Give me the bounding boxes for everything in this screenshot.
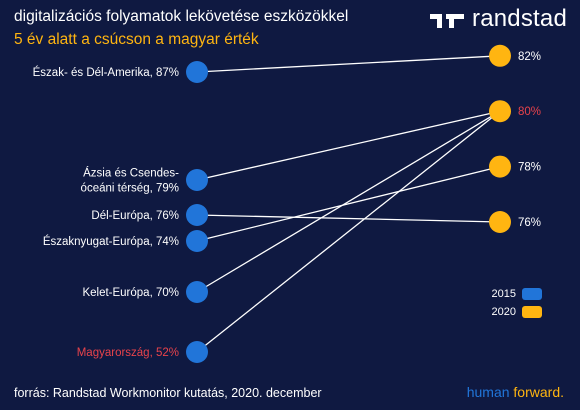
marker-2020-del-europa	[489, 211, 511, 233]
slope-line-eszaknyugat-europa	[196, 165, 501, 242]
legend-item-2020: 2020	[492, 306, 542, 318]
slope-line-eszak-es-del-amerika	[196, 55, 501, 73]
slope-line-magyarorszag	[196, 110, 501, 353]
chart-subtitle: 5 év alatt a csúcson a magyar érték	[14, 31, 259, 48]
legend-swatch-2015	[522, 288, 542, 300]
slope-line-azsia-es-csendes-oceani-terseg	[196, 110, 501, 181]
source-note: forrás: Randstad Workmonitor kutatás, 20…	[14, 386, 322, 400]
category-label-eszak-es-del-amerika: Észak- és Dél-Amerika, 87%	[33, 66, 179, 79]
marker-2015-eszak-es-del-amerika	[186, 61, 208, 83]
randstad-logo-icon	[430, 14, 464, 28]
tagline-part1: human	[466, 384, 510, 400]
marker-2015-magyarorszag	[186, 341, 208, 363]
marker-2015-eszaknyugat-europa	[186, 230, 208, 252]
marker-2020-eszaknyugat-europa	[489, 155, 511, 178]
category-label-eszaknyugat-europa: Északnyugat-Európa, 74%	[43, 235, 179, 248]
category-label-kelet-europa: Kelet-Európa, 70%	[82, 287, 179, 299]
legend-label-2020: 2020	[491, 306, 516, 318]
legend-label-2015: 2015	[491, 288, 516, 300]
brand-tagline: human forward.	[467, 384, 564, 400]
randstad-logo: randstad	[428, 5, 578, 34]
tagline-part2: forward.	[513, 384, 564, 400]
legend-item-2015: 2015	[492, 288, 542, 300]
value-label-2020-eszaknyugat-europa: 78%	[518, 162, 541, 174]
chart-title: digitalizációs folyamatok lekövetése esz…	[14, 8, 349, 25]
legend-swatch-2020	[522, 306, 542, 318]
marker-2015-del-europa	[186, 204, 208, 226]
marker-2020-eszak-es-del-amerika	[489, 44, 511, 67]
category-label-azsia-es-csendes-oceani-terseg-line2: óceáni térség, 79%	[81, 183, 179, 195]
marker-2015-kelet-europa	[186, 281, 208, 303]
category-label-azsia-es-csendes-oceani-terseg-line1: Ázsia és Csendes-	[83, 167, 179, 180]
slope-line-del-europa	[196, 214, 501, 223]
value-label-2020-magyarorszag: 80%	[518, 106, 541, 118]
marker-2015-azsia-es-csendes-oceani-terseg	[186, 169, 208, 191]
marker-2020-azsia-es-csendes-oceani-terseg	[489, 100, 511, 123]
category-label-magyarorszag: Magyarország, 52%	[77, 347, 179, 359]
category-label-del-europa: Dél-Európa, 76%	[91, 210, 179, 222]
value-label-2020-eszak-es-del-amerika: 82%	[518, 51, 541, 63]
value-label-2020-del-europa: 76%	[518, 217, 541, 229]
slope-line-kelet-europa	[196, 110, 501, 293]
brand-name: randstad	[472, 5, 567, 32]
